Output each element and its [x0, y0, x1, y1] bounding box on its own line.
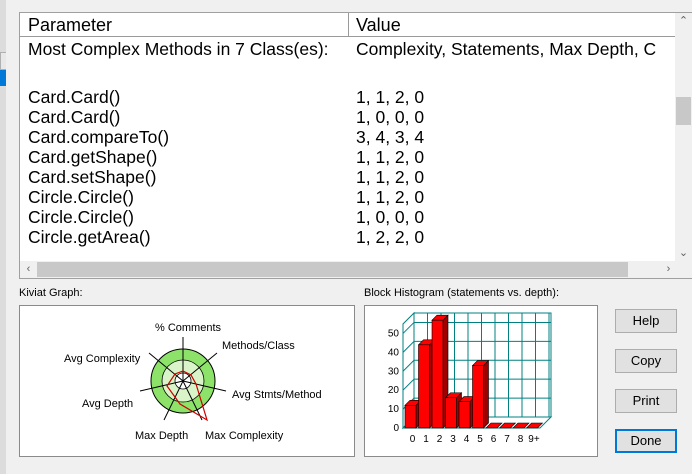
column-separator[interactable]	[348, 13, 349, 36]
table-row[interactable]: Card.compareTo() 3, 4, 3, 4	[20, 127, 677, 147]
help-button[interactable]: Help	[615, 309, 677, 333]
histogram-label: Block Histogram (statements vs. depth):	[364, 287, 560, 299]
histogram-gridline	[402, 359, 415, 372]
metrics-table[interactable]: Parameter Value Most Complex Methods in …	[19, 12, 692, 279]
horizontal-scroll-thumb[interactable]	[37, 262, 628, 277]
histogram-bar	[472, 365, 484, 429]
histogram-x-tick-label: 8	[518, 434, 524, 445]
kiviat-axis-max-depth: Max Depth	[135, 430, 188, 442]
scrollbar-corner	[675, 261, 692, 278]
histogram-y-tick-label: 50	[388, 328, 400, 339]
histogram-x-tick-label: 2	[437, 434, 443, 445]
row-value: 1, 2, 2, 0	[356, 227, 425, 247]
row-value: Complexity, Statements, Max Depth, C	[356, 39, 657, 59]
copy-button[interactable]: Copy	[615, 349, 677, 373]
histogram-x-tick-label: 4	[464, 434, 470, 445]
vertical-scroll-thumb[interactable]	[676, 97, 691, 125]
row-parameter: Card.compareTo()	[28, 127, 170, 147]
histogram-gridline	[402, 341, 415, 353]
histogram-y-tick-label: 30	[388, 366, 400, 377]
kiviat-spokes	[139, 337, 227, 421]
histogram-x-tick-label: 9+	[528, 434, 540, 445]
table-row[interactable]: Card.getShape() 1, 1, 2, 0	[20, 147, 677, 167]
row-value: 3, 4, 3, 4	[356, 127, 425, 147]
table-row[interactable]: Card.Card() 1, 0, 0, 0	[20, 107, 677, 127]
row-value: 1, 1, 2, 0	[356, 187, 425, 207]
column-header-value[interactable]: Value	[356, 15, 401, 35]
histogram-bar	[498, 422, 517, 429]
histogram-y-tick-label: 40	[388, 347, 400, 358]
kiviat-axis-avg-stmts: Avg Stmts/Method	[232, 389, 322, 401]
table-row[interactable]: Card.Card() 1, 1, 2, 0	[20, 87, 677, 107]
histogram-y-tick-label: 0	[393, 423, 399, 434]
table-header: Parameter Value	[20, 13, 677, 37]
vertical-scrollbar[interactable]: ⌃ ⌄	[675, 13, 692, 262]
histogram-x-tick-label: 0	[410, 434, 416, 445]
histogram-x-tick-label: 3	[450, 434, 456, 445]
chevron-left-icon[interactable]: ‹	[26, 263, 31, 275]
row-parameter: Circle.getArea()	[28, 227, 151, 247]
chevron-right-icon[interactable]: ›	[666, 263, 671, 275]
kiviat-metrics-dialog: Parameter Value Most Complex Methods in …	[6, 0, 692, 474]
row-parameter: Card.setShape()	[28, 167, 157, 187]
kiviat-axis-comments: % Comments	[155, 322, 222, 334]
histogram-bar	[512, 422, 530, 429]
table-row[interactable]: Circle.getArea() 1, 2, 2, 0	[20, 227, 677, 247]
histogram-bar	[445, 397, 457, 429]
histogram-bar	[431, 319, 444, 429]
row-value: 1, 0, 0, 0	[356, 207, 425, 227]
histogram-x-tick-label: 6	[491, 434, 497, 445]
kiviat-axis-max-complexity: Max Complexity	[205, 430, 284, 442]
kiviat-graph-panel: % Comments Methods/Class Avg Stmts/Metho…	[19, 305, 355, 457]
row-parameter: Card.Card()	[28, 107, 121, 127]
row-parameter: Circle.Circle()	[28, 187, 134, 207]
histogram-gridline	[402, 378, 415, 391]
table-row[interactable]: Card.setShape() 1, 1, 2, 0	[20, 167, 677, 187]
histogram-bar-side	[483, 359, 489, 429]
row-parameter: Card.getShape()	[28, 147, 158, 167]
row-value: 1, 1, 2, 0	[356, 87, 425, 107]
row-parameter: Most Complex Methods in 7 Class(es):	[28, 39, 329, 59]
table-row[interactable]: Most Complex Methods in 7 Class(es): Comp…	[20, 39, 677, 59]
histogram-x-tick-label: 5	[477, 434, 483, 445]
kiviat-profile	[166, 370, 209, 422]
kiviat-graph: % Comments Methods/Class Avg Stmts/Metho…	[64, 322, 322, 442]
kiviat-graph-label: Kiviat Graph:	[19, 287, 83, 299]
table-row[interactable]: Circle.Circle() 1, 1, 2, 0	[20, 187, 677, 207]
histogram-bar	[404, 405, 417, 429]
row-parameter: Card.Card()	[28, 87, 121, 107]
kiviat-axis-avg-depth: Avg Depth	[82, 398, 133, 410]
kiviat-axis-methods-class: Methods/Class	[222, 340, 295, 352]
row-value: 1, 1, 2, 0	[356, 147, 425, 167]
row-value: 1, 0, 0, 0	[356, 107, 425, 127]
chevron-up-icon[interactable]: ⌃	[678, 15, 689, 27]
chevron-down-icon[interactable]: ⌄	[678, 247, 689, 259]
kiviat-axis-avg-complexity: Avg Complexity	[64, 353, 141, 365]
horizontal-scrollbar[interactable]: ‹ ›	[20, 261, 677, 278]
histogram-y-tick-label: 20	[388, 385, 400, 396]
column-header-parameter[interactable]: Parameter	[28, 15, 113, 35]
histogram-bar	[485, 422, 503, 429]
histogram-panel: 0 10 20 30 40 50 0 1 2 3 4 5 6 7 8 9+	[364, 305, 598, 457]
row-parameter: Circle.Circle()	[28, 207, 134, 227]
row-value: 1, 1, 2, 0	[356, 167, 425, 187]
table-row[interactable]: Circle.Circle() 1, 0, 0, 0	[20, 207, 677, 227]
histogram-bar	[418, 344, 430, 429]
histogram-bar	[458, 401, 471, 429]
done-button[interactable]: Done	[615, 429, 677, 453]
histogram-bar	[525, 422, 544, 429]
histogram-y-tick-label: 10	[388, 404, 400, 415]
histogram-x-tick-label: 1	[423, 434, 429, 445]
print-button[interactable]: Print	[615, 389, 677, 413]
histogram-x-tick-label: 7	[504, 434, 510, 445]
background-selection	[0, 70, 6, 86]
histogram-gridline	[402, 322, 415, 334]
